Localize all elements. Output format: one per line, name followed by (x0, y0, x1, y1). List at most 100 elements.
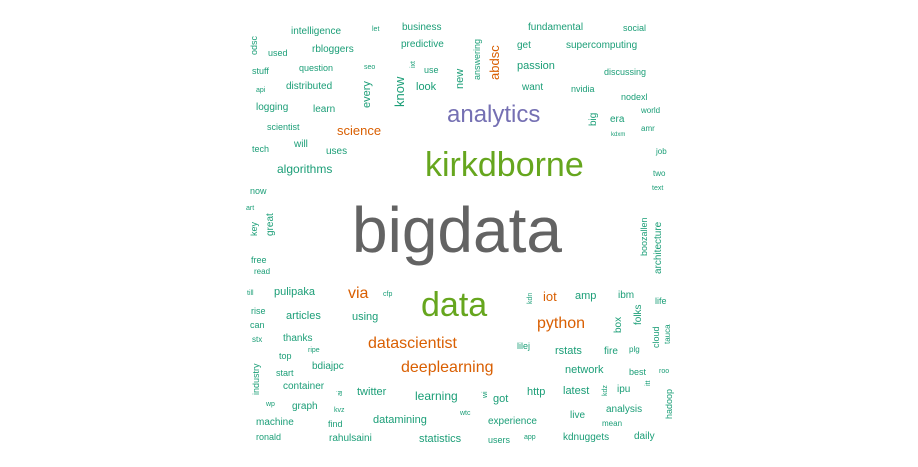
word-best: best (629, 367, 647, 377)
word-use: use (424, 65, 439, 75)
word-mean: mean (602, 419, 623, 428)
word-social: social (623, 23, 647, 33)
word-till: till (247, 290, 254, 297)
word-users: users (488, 435, 511, 445)
word-free: free (251, 255, 267, 265)
word-big: big (588, 112, 599, 126)
word-kdn: kdn (527, 292, 534, 304)
word-era: era (610, 114, 625, 125)
word-odsc: odsc (249, 35, 259, 55)
word-thanks: thanks (283, 333, 313, 344)
word-kdxm: kdxm (611, 132, 626, 138)
word-pulipaka: pulipaka (274, 286, 315, 298)
word-cloud: cloud (651, 326, 661, 348)
word-rise: rise (251, 306, 266, 316)
word-abdsc: abdsc (487, 45, 502, 80)
word-ronald: ronald (256, 432, 282, 442)
word-rahulsaini: rahulsaini (329, 433, 372, 444)
word-supercomputing: supercomputing (566, 40, 638, 51)
word-wp: wp (266, 401, 275, 408)
word-using: using (352, 311, 379, 323)
word-new: new (454, 68, 466, 89)
word-datamining: datamining (373, 414, 427, 426)
word-statistics: statistics (419, 433, 462, 445)
word-data: data (421, 286, 488, 324)
word-wi: wi (482, 391, 489, 398)
word-learning: learning (415, 389, 458, 403)
word-analysis: analysis (606, 404, 643, 415)
word-get: get (517, 40, 531, 51)
word-answering: answering (472, 38, 482, 80)
word-api: api (256, 87, 266, 94)
word-rbloggers: rbloggers (312, 44, 354, 55)
word-analytics: analytics (447, 101, 541, 128)
word-start: start (276, 368, 294, 378)
word-logging: logging (256, 102, 289, 113)
word-nvidia: nvidia (571, 84, 595, 94)
word-passion: passion (517, 60, 555, 72)
word-intelligence: intelligence (291, 26, 342, 37)
word-latest: latest (563, 385, 590, 397)
word-look: look (416, 81, 437, 93)
word-ripe: ripe (308, 347, 320, 354)
word-find: find (328, 419, 343, 429)
word-plg: plg (629, 345, 640, 354)
word-graph: graph (292, 401, 318, 412)
word-lilej: lilej (517, 341, 531, 351)
word-live: live (570, 410, 586, 421)
word-architecture: architecture (653, 221, 664, 274)
word-uses: uses (326, 146, 348, 157)
word-articles: articles (286, 310, 321, 322)
word-two: two (653, 169, 666, 178)
word-kirkdborne: kirkdborne (425, 146, 584, 184)
word-kvz: kvz (334, 407, 345, 414)
word-industry: industry (251, 363, 261, 395)
word-want: want (522, 82, 544, 93)
word-predictive: predictive (401, 39, 444, 50)
word-will: will (294, 139, 308, 150)
word-got: got (493, 393, 509, 405)
word-question: question (299, 63, 334, 73)
word-amr: amr (641, 124, 655, 133)
word-folks: folks (633, 304, 644, 325)
word-box: box (613, 316, 624, 333)
word-great: great (265, 213, 276, 236)
word-fundamental: fundamental (528, 22, 584, 33)
word-fire: fire (604, 346, 618, 357)
word-itt: itt (645, 380, 652, 386)
word-stuff: stuff (252, 66, 269, 76)
word-machine: machine (256, 417, 294, 428)
word-app: app (524, 434, 536, 441)
word-world: world (641, 106, 661, 115)
word-kdnuggets: kdnuggets (563, 432, 610, 443)
word-key: key (249, 221, 259, 236)
word-distributed: distributed (286, 81, 333, 92)
word-art: art (246, 205, 255, 212)
word-deeplearning: deeplearning (401, 359, 494, 376)
word-iot: iot (543, 289, 557, 304)
word-top: top (279, 351, 292, 361)
word-experience: experience (488, 416, 537, 427)
word-ipu: ipu (617, 384, 631, 395)
word-datascientist: datascientist (368, 335, 457, 352)
word-know: know (392, 76, 407, 107)
word-read: read (254, 267, 271, 276)
word-cfp: cfp (383, 291, 393, 298)
word-twitter: twitter (357, 386, 387, 398)
word-bdiajpc: bdiajpc (312, 361, 344, 372)
word-ibm: ibm (618, 290, 635, 301)
word-hadoop: hadoop (664, 388, 674, 419)
word-kdz: kdz (602, 385, 609, 396)
word-bigdata: bigdata (352, 194, 562, 266)
word-business: business (402, 22, 442, 33)
word-ai: ai (337, 390, 344, 396)
word-life: life (655, 296, 667, 306)
word-rstats: rstats (555, 345, 582, 357)
word-stx: stx (252, 335, 263, 344)
word-wtc: wtc (460, 410, 471, 417)
word-scientist: scientist (267, 122, 300, 132)
word-used: used (268, 48, 288, 58)
word-discussing: discussing (604, 67, 647, 77)
word-boozallen: boozallen (639, 217, 649, 256)
